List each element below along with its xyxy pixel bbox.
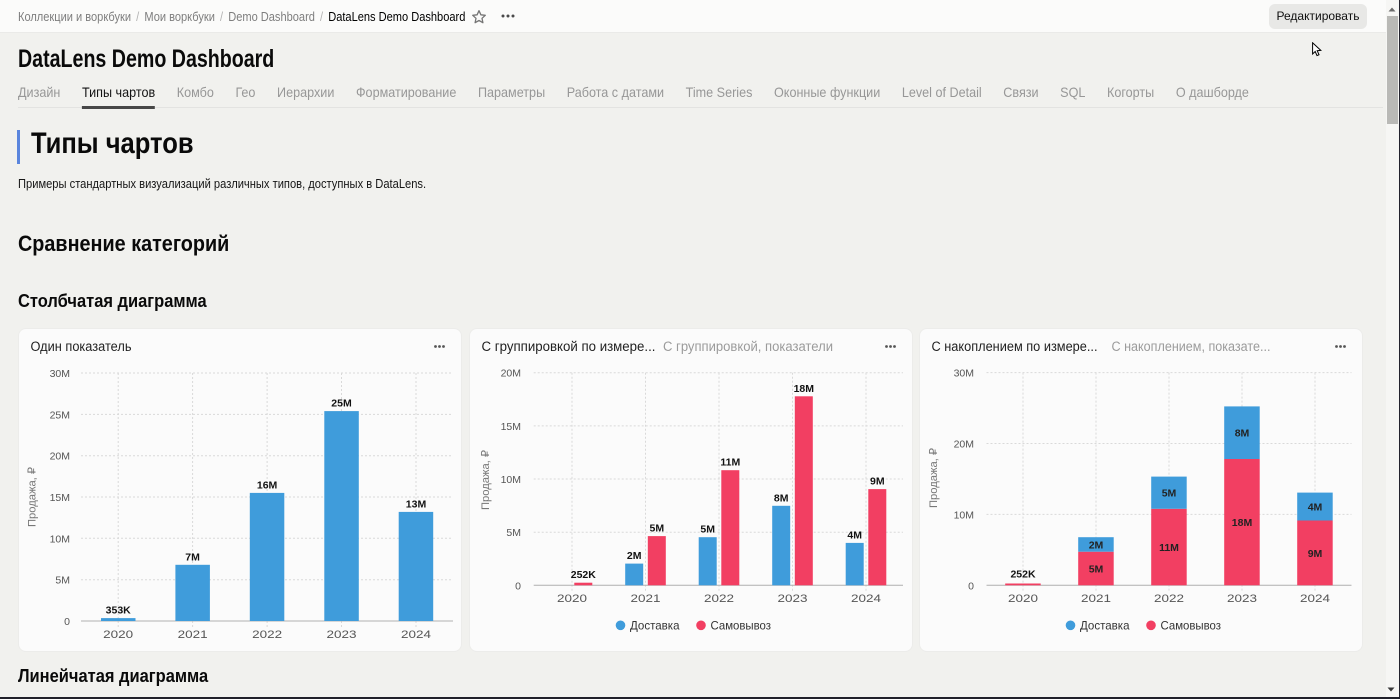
svg-text:9M: 9M: [870, 476, 885, 488]
svg-text:2022: 2022: [252, 629, 282, 641]
svg-text:11M: 11M: [1159, 542, 1179, 554]
svg-text:11M: 11M: [720, 457, 740, 469]
svg-text:2020: 2020: [103, 629, 133, 641]
svg-text:С группировкой, показатели: С группировкой, показатели: [663, 339, 833, 354]
svg-text:2021: 2021: [631, 593, 661, 605]
svg-text:30M: 30M: [50, 368, 70, 380]
svg-text:7M: 7M: [185, 551, 200, 563]
svg-text:5M: 5M: [55, 575, 70, 587]
svg-text:8M: 8M: [774, 492, 789, 504]
svg-text:16M: 16M: [257, 479, 278, 491]
svg-text:4M: 4M: [847, 529, 862, 541]
svg-text:25M: 25M: [50, 409, 70, 421]
svg-text:Продажа, ₽: Продажа, ₽: [480, 450, 492, 510]
svg-text:5M: 5M: [1089, 564, 1104, 576]
svg-text:0: 0: [968, 580, 974, 592]
svg-text:2020: 2020: [557, 593, 587, 605]
svg-text:С накоплением, показате...: С накоплением, показате...: [1112, 339, 1271, 354]
svg-text:13M: 13M: [406, 498, 427, 510]
svg-text:2024: 2024: [401, 629, 431, 641]
svg-text:Самовывоз: Самовывоз: [711, 619, 772, 633]
svg-text:4M: 4M: [1308, 502, 1323, 514]
svg-text:353K: 353K: [106, 605, 132, 617]
svg-text:10M: 10M: [954, 509, 974, 521]
svg-text:20M: 20M: [50, 451, 70, 463]
svg-text:20M: 20M: [501, 368, 521, 380]
svg-text:2M: 2M: [627, 550, 642, 562]
svg-text:15M: 15M: [50, 492, 70, 504]
svg-text:30M: 30M: [954, 368, 974, 380]
svg-text:9M: 9M: [1308, 548, 1323, 560]
svg-text:10M: 10M: [50, 533, 70, 545]
svg-text:Один показатель: Один показатель: [31, 339, 132, 354]
svg-text:2023: 2023: [1227, 593, 1257, 605]
svg-text:2024: 2024: [1300, 593, 1330, 605]
svg-text:Продажа, ₽: Продажа, ₽: [27, 467, 39, 527]
svg-text:252K: 252K: [1010, 569, 1036, 581]
svg-text:2021: 2021: [1081, 593, 1111, 605]
svg-text:18M: 18M: [794, 383, 815, 395]
svg-text:2022: 2022: [1154, 593, 1184, 605]
svg-text:25M: 25M: [331, 398, 352, 410]
svg-text:2021: 2021: [178, 629, 208, 641]
svg-text:С группировкой по измере...: С группировкой по измере...: [482, 339, 656, 354]
svg-text:2024: 2024: [851, 593, 881, 605]
svg-text:Самовывоз: Самовывоз: [1161, 619, 1222, 633]
svg-text:Продажа, ₽: Продажа, ₽: [928, 448, 940, 508]
svg-text:0: 0: [515, 580, 521, 592]
svg-text:2022: 2022: [704, 593, 734, 605]
svg-text:20M: 20M: [954, 439, 974, 451]
svg-text:8M: 8M: [1235, 428, 1250, 440]
svg-text:10M: 10M: [501, 474, 521, 486]
svg-text:2M: 2M: [1089, 540, 1104, 552]
svg-text:252K: 252K: [571, 569, 597, 581]
svg-text:2023: 2023: [327, 629, 357, 641]
svg-text:2023: 2023: [778, 593, 808, 605]
svg-text:0: 0: [64, 616, 70, 628]
svg-text:Доставка: Доставка: [1080, 619, 1130, 633]
svg-text:5M: 5M: [650, 523, 665, 535]
svg-text:5M: 5M: [506, 527, 521, 539]
svg-text:5M: 5M: [700, 524, 715, 536]
svg-text:2020: 2020: [1008, 593, 1038, 605]
svg-text:15M: 15M: [501, 421, 521, 433]
svg-text:5M: 5M: [1162, 488, 1177, 500]
svg-text:Доставка: Доставка: [630, 619, 680, 633]
svg-text:С накоплением по измере...: С накоплением по измере...: [932, 339, 1098, 354]
svg-text:18M: 18M: [1232, 517, 1253, 529]
